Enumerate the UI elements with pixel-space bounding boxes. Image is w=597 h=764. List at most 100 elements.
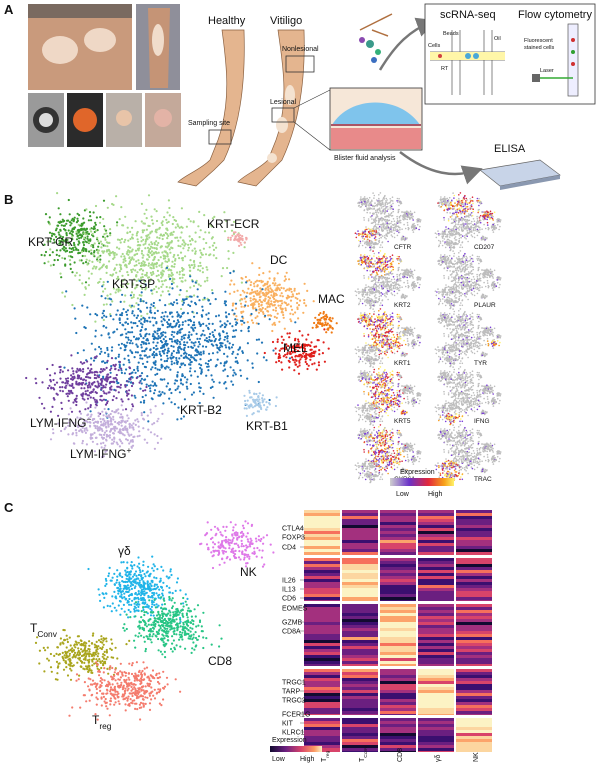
cell-dot — [239, 237, 242, 240]
cell-dot — [157, 335, 160, 338]
cell-dot — [89, 215, 92, 218]
cell-dot — [261, 301, 264, 304]
cell-dot — [147, 194, 151, 197]
cell-dot — [96, 251, 99, 254]
cell-dot — [131, 310, 134, 313]
cell-dot — [121, 312, 124, 315]
cell-dot — [58, 254, 61, 257]
feature-dot — [445, 235, 447, 238]
cell-dot — [189, 295, 192, 298]
cell-dot — [208, 335, 211, 339]
cell-dot — [145, 332, 148, 335]
cell-dot — [105, 392, 108, 395]
cell-dot — [105, 429, 108, 432]
cell-dot — [280, 335, 283, 338]
cell-dot — [249, 283, 252, 287]
cell-dot — [171, 280, 174, 283]
cell-dot — [113, 267, 117, 270]
cell-dot — [209, 302, 212, 305]
feature-dot — [438, 239, 440, 242]
cell-dot — [304, 304, 308, 307]
cell-dot — [128, 372, 131, 376]
cell-dot — [153, 330, 156, 333]
feature-dot — [384, 234, 386, 237]
feature-dot — [374, 233, 377, 235]
cell-dot — [292, 313, 295, 316]
feature-dot — [437, 202, 439, 204]
feature-dot — [387, 240, 389, 243]
cell-dot — [113, 256, 116, 259]
panel-label: A — [4, 2, 14, 17]
cell-dot — [279, 299, 282, 303]
cell-dot — [94, 424, 97, 428]
feature-dot — [387, 271, 390, 273]
feature-dot — [366, 211, 369, 214]
cell-dot — [94, 400, 97, 403]
feature-dot — [387, 219, 390, 222]
cell-dot — [196, 375, 199, 378]
feature-dot — [390, 227, 393, 229]
cell-dot — [131, 226, 134, 229]
cell-dot — [230, 380, 233, 383]
feature-dot — [482, 238, 485, 241]
cell-dot — [198, 236, 201, 239]
cell-dot — [81, 442, 84, 445]
feature-dot — [366, 255, 369, 258]
feature-dot — [398, 262, 400, 265]
cell-dot — [192, 284, 196, 288]
feature-dot — [389, 201, 391, 204]
cell-dot — [170, 401, 173, 404]
feature-dot — [481, 236, 484, 239]
cell-dot — [316, 318, 319, 321]
cell-dot — [159, 354, 163, 357]
feature-dot — [404, 276, 407, 278]
cell-dot — [59, 249, 62, 252]
cell-dot — [191, 239, 194, 242]
cell-dot — [81, 282, 84, 285]
cell-dot — [109, 293, 112, 296]
feature-dot — [388, 227, 391, 229]
cell-dot — [261, 397, 264, 400]
cell-dot — [265, 401, 268, 404]
cell-dot — [60, 224, 63, 227]
feature-dot — [401, 236, 404, 239]
cell-dot — [127, 417, 130, 420]
cell-dot — [152, 324, 155, 327]
cell-dot — [298, 330, 301, 333]
feature-dot — [381, 225, 383, 227]
cell-dot — [291, 358, 295, 361]
feature-dot — [373, 246, 376, 249]
cell-dot — [79, 369, 82, 372]
cell-dot — [178, 277, 182, 280]
cell-dot — [250, 303, 253, 306]
cell-dot — [131, 403, 134, 406]
cell-dot — [67, 219, 70, 222]
feature-dot — [481, 211, 483, 213]
cell-dot — [197, 268, 200, 271]
cell-dot — [57, 221, 60, 224]
feature-dot — [477, 210, 480, 213]
cell-dot — [102, 398, 106, 401]
cell-dot — [180, 207, 183, 210]
cell-dot — [97, 384, 100, 387]
feature-dot — [470, 234, 473, 236]
cell-dot — [126, 431, 129, 434]
feature-dot — [373, 237, 376, 239]
cell-dot — [216, 351, 219, 354]
feature-dot — [368, 262, 371, 264]
cell-dot — [135, 316, 138, 319]
cell-dot — [172, 355, 175, 359]
cell-dot — [85, 443, 88, 446]
feature-dot — [381, 211, 384, 213]
feature-dot — [384, 261, 387, 264]
cell-dot — [73, 442, 76, 445]
cell-dot — [229, 271, 232, 275]
cell-dot — [105, 438, 108, 441]
feature-dot — [464, 236, 466, 239]
cell-dot — [164, 340, 167, 343]
feature-dot — [374, 236, 377, 238]
cell-dot — [95, 377, 98, 380]
cell-dot — [132, 335, 136, 338]
cell-dot — [95, 404, 98, 407]
gene-label: CFTR — [394, 244, 412, 251]
